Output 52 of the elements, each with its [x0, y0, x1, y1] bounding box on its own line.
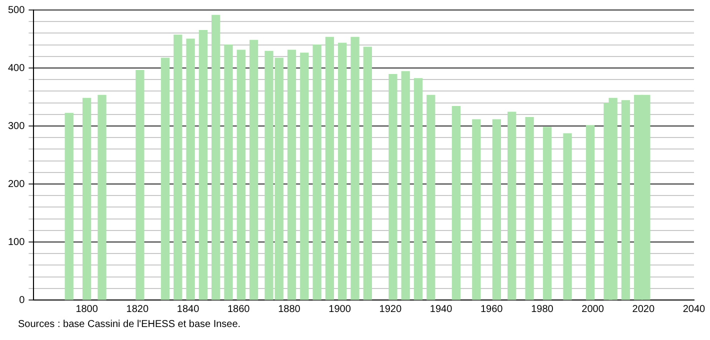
bar: [312, 44, 322, 300]
bar: [426, 94, 436, 300]
y-tick-label: 0: [19, 294, 26, 306]
x-tick-label: 2020: [632, 304, 655, 315]
x-tick-label: 2040: [682, 304, 706, 315]
bar: [325, 36, 334, 300]
bar: [525, 116, 534, 300]
bar: [98, 94, 106, 300]
bar: [586, 125, 595, 300]
y-tick-label: 200: [8, 178, 26, 190]
bar: [472, 119, 481, 300]
x-tick-label: 1860: [227, 304, 250, 315]
bar: [401, 71, 410, 300]
x-tick-label: 1920: [379, 304, 402, 315]
bar: [300, 52, 309, 300]
y-tick-label: 500: [8, 4, 26, 16]
bar: [388, 74, 398, 300]
source-note: Sources : base Cassini de l'EHESS et base Insee.: [18, 319, 241, 330]
y-tick-label: 300: [8, 120, 26, 132]
bar: [186, 38, 195, 300]
bar: [542, 126, 552, 300]
bar: [350, 36, 360, 300]
bar: [287, 50, 296, 300]
x-tick-label: 1800: [76, 304, 98, 315]
bar: [64, 112, 74, 300]
bar: [363, 46, 372, 300]
y-tick-label: 400: [8, 62, 26, 74]
bar: [82, 98, 92, 300]
bar: [508, 112, 516, 300]
x-tick-label: 1940: [430, 304, 453, 315]
bar: [224, 44, 233, 300]
bar: [136, 70, 144, 300]
x-tick-label: 1980: [531, 304, 554, 315]
x-tick-label: 1900: [328, 304, 352, 315]
x-tick-label: 1960: [480, 304, 504, 315]
x-tick-label: 1820: [126, 304, 149, 315]
x-tick-label: 1880: [278, 304, 301, 315]
bar: [198, 30, 208, 300]
bar: [249, 40, 258, 300]
x-tick-label: 2000: [582, 304, 604, 315]
bar: [492, 119, 501, 300]
bar: [452, 106, 461, 300]
bar: [174, 34, 182, 300]
bar: [563, 133, 572, 300]
bar: [236, 50, 246, 300]
bar: [338, 42, 347, 300]
bar: [212, 14, 220, 300]
bar: [414, 78, 423, 300]
bar: [160, 58, 170, 300]
x-tick-label: 1840: [176, 304, 200, 315]
y-tick-label: 100: [8, 236, 26, 248]
bar: [621, 100, 630, 300]
